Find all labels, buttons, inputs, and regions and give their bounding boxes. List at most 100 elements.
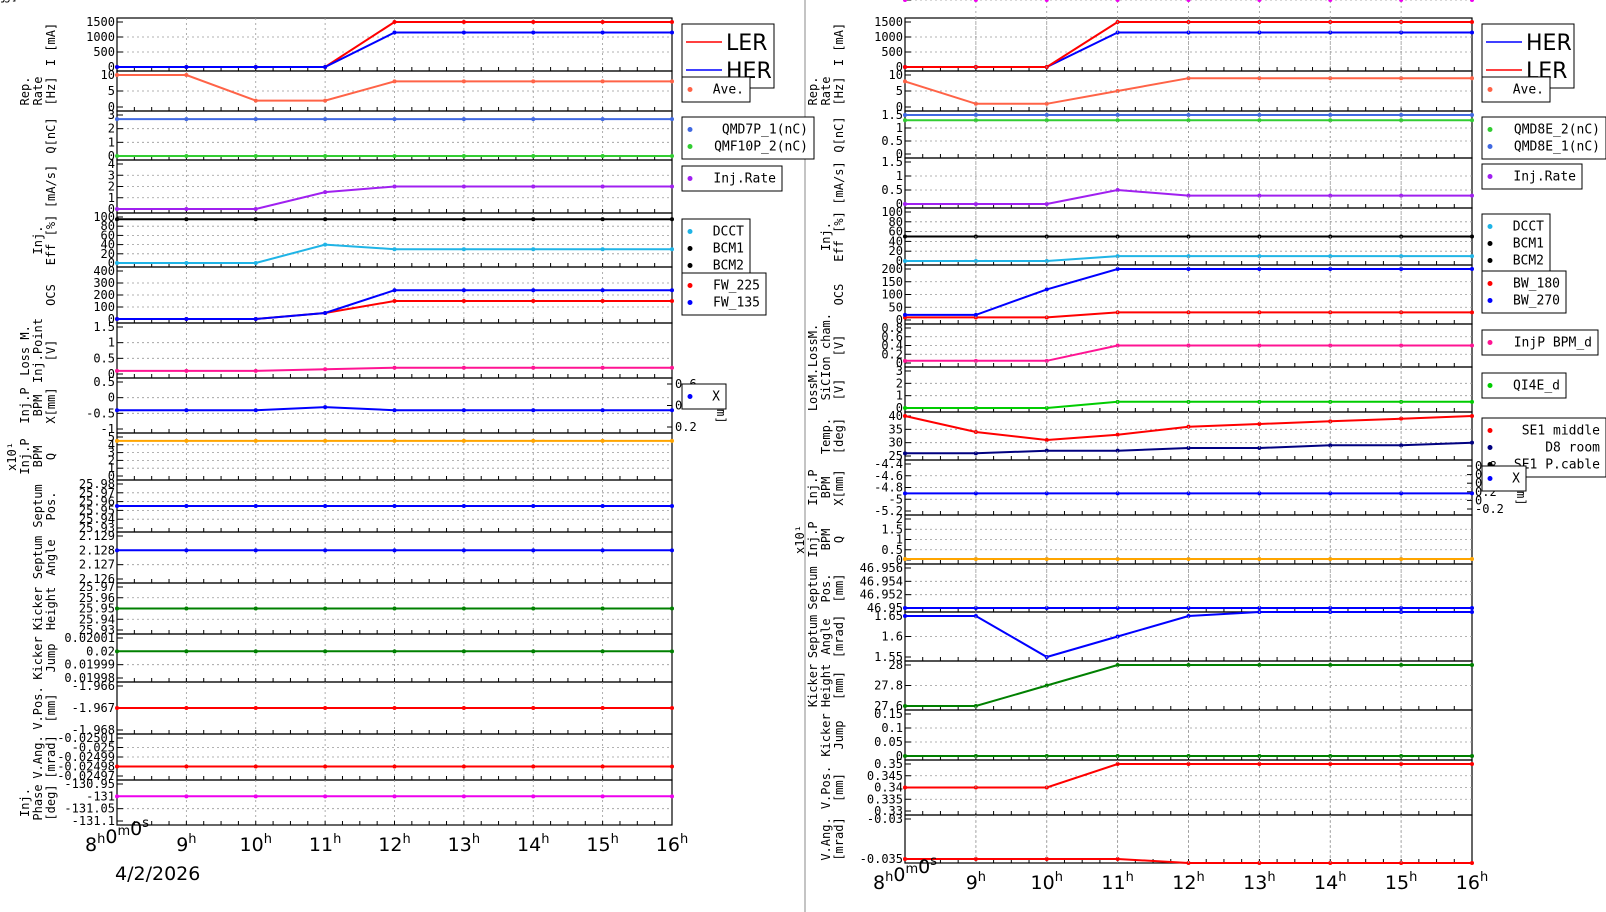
panel-3: 1.510.50 Q[nC] QMD8E_2(nC) QMD8E_1(nC)	[832, 108, 1606, 161]
data-point	[461, 764, 466, 769]
y-tick-label: 0.4	[881, 339, 903, 353]
data-point	[1470, 76, 1474, 81]
x-tick-label: 15h	[1385, 870, 1417, 894]
y-tick-label: 0	[108, 391, 115, 405]
data-point	[461, 408, 466, 413]
x-tick-label: 8h0m0s	[873, 854, 937, 894]
y-tick-label: 0	[896, 60, 903, 74]
data-point	[1044, 202, 1049, 206]
data-point	[461, 117, 466, 122]
y-tick-label: 1	[108, 135, 115, 149]
data-point	[323, 405, 328, 410]
data-point	[600, 184, 605, 189]
legend-entry: BCM2	[713, 259, 744, 274]
data-point	[600, 606, 605, 611]
data-point	[903, 113, 907, 117]
data-point	[1470, 113, 1474, 117]
x-tick-label: 8h0m0s	[85, 816, 149, 856]
legend-swatch	[1487, 445, 1493, 450]
data-point	[392, 217, 397, 222]
data-point	[1044, 101, 1049, 106]
legend-entry: BCM2	[1513, 254, 1544, 269]
y-tick-label: 1.55	[874, 650, 903, 664]
data-point	[1186, 663, 1191, 667]
y-tick-label: 0.35	[874, 757, 903, 771]
y-axis-label: [deg]	[44, 784, 58, 820]
data-point	[115, 606, 119, 611]
data-point	[1257, 113, 1262, 117]
y-tick-label: 25.93	[79, 521, 115, 535]
y-tick-label: 1000	[86, 30, 115, 44]
data-point	[253, 548, 258, 553]
data-point	[1470, 762, 1474, 766]
y-tick-label: 2.127	[79, 558, 115, 572]
data-point	[392, 365, 397, 370]
data-point	[1257, 267, 1262, 271]
data-point	[392, 299, 397, 303]
legend-swatch	[1487, 298, 1493, 303]
y-tick-label: 1	[108, 191, 115, 205]
y-tick-label: 97.05	[867, 0, 903, 3]
y-axis-label: Ion cham.	[819, 313, 833, 378]
data-point	[903, 234, 907, 239]
y-tick-label: -131	[86, 789, 115, 803]
data-point	[531, 606, 536, 611]
legend-swatch	[1487, 241, 1493, 246]
y-tick-label: -1.966	[72, 679, 115, 693]
y-tick-label: 10	[889, 68, 903, 82]
data-point	[973, 358, 978, 363]
data-point	[461, 154, 466, 158]
y-tick-label: 1.65	[874, 609, 903, 623]
data-point	[184, 504, 189, 508]
data-point	[973, 202, 978, 206]
panel-10: -4.4-4.6-4.8-5-5.20.80.60.40.20-0.2Y[mm]…	[806, 457, 1528, 518]
y-tick-label: 1.6	[881, 630, 903, 644]
legend-swatch	[1487, 127, 1493, 132]
data-point	[184, 217, 189, 222]
data-point	[670, 764, 674, 769]
y-axis-label: [deg]	[0, 0, 18, 3]
data-point	[531, 365, 536, 370]
data-point	[1328, 76, 1333, 81]
legend-entry: BCM1	[1513, 237, 1544, 252]
legend-box	[1481, 329, 1599, 356]
data-point	[600, 438, 605, 443]
data-point	[1470, 440, 1474, 445]
data-point	[392, 649, 397, 654]
x-tick-label: 12h	[1172, 870, 1204, 894]
data-point	[461, 288, 466, 293]
y-tick-label: 46.95	[867, 601, 903, 615]
y-tick-label: 0	[896, 401, 903, 415]
data-point	[253, 368, 258, 373]
data-point	[1044, 556, 1049, 561]
data-point	[600, 117, 605, 122]
y-tick-label: -0.02501	[57, 731, 115, 745]
data-point	[1115, 448, 1120, 453]
data-point	[670, 706, 674, 710]
y-tick-label: 5	[108, 430, 115, 444]
y-tick-label: 0.5	[881, 543, 903, 557]
data-point	[973, 857, 978, 861]
y-axis-label: [mm]	[832, 574, 846, 603]
data-point	[1470, 254, 1474, 259]
data-point	[1328, 491, 1333, 496]
data-point	[392, 288, 397, 293]
y-tick-label: 40	[889, 234, 903, 248]
panel-14: -1.966 -1.967 -1.968 V.Pos. [mm]	[31, 679, 674, 737]
legend-entry: SE1 P.cable	[1514, 458, 1600, 473]
y-tick-label: 40	[101, 238, 115, 252]
y-tick-label: 0	[896, 313, 903, 327]
y-tick-label: 200	[93, 288, 115, 302]
y-axis-label: Inj.P	[806, 469, 820, 505]
y-tick-label: -0.03	[867, 812, 903, 826]
y-tick-label: 1	[896, 389, 903, 403]
y-tick-label: 0.01999	[64, 658, 115, 672]
data-point	[1257, 663, 1262, 667]
y-tick-label: 0.02	[86, 644, 115, 658]
x-tick-label: 13h	[448, 832, 480, 856]
data-point	[1044, 857, 1049, 861]
